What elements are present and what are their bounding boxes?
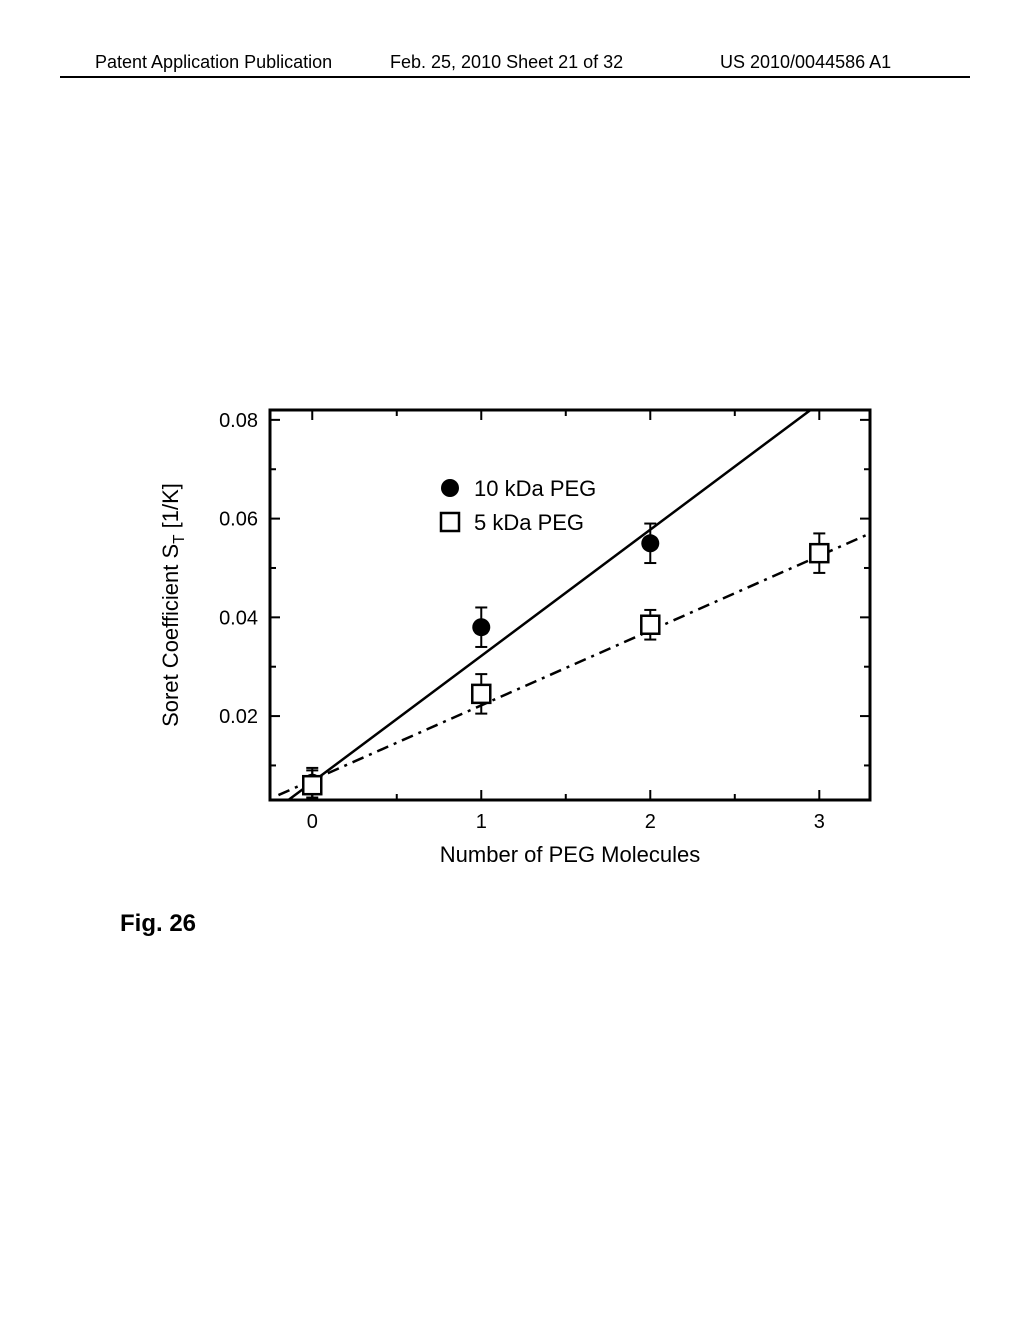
chart-container: 0 1 2 3 0.02 0.04 0.06 0.08 Number of PEG Molecu…	[140, 400, 900, 880]
svg-text:2: 2	[645, 811, 656, 833]
svg-text:5 kDa PEG: 5 kDa PEG	[474, 510, 584, 535]
svg-text:0.08: 0.08	[219, 410, 258, 432]
figure-caption: Fig. 26	[120, 910, 196, 938]
svg-text:10 kDa PEG: 10 kDa PEG	[474, 476, 596, 501]
svg-text:1: 1	[476, 811, 487, 833]
svg-text:3: 3	[814, 811, 825, 833]
svg-text:0.02: 0.02	[219, 706, 258, 728]
header-left: Patent Application Publication	[95, 52, 332, 73]
header-rule	[60, 76, 970, 78]
svg-text:0.06: 0.06	[219, 509, 258, 531]
header-right: US 2010/0044586 A1	[720, 52, 891, 73]
svg-text:0: 0	[307, 811, 318, 833]
soret-chart: 0 1 2 3 0.02 0.04 0.06 0.08 Number of PEG Molecu…	[140, 400, 900, 880]
svg-text:0.04: 0.04	[219, 607, 258, 629]
svg-text:Number of PEG Molecules: Number of PEG Molecules	[440, 842, 700, 867]
header-center: Feb. 25, 2010 Sheet 21 of 32	[390, 52, 623, 73]
